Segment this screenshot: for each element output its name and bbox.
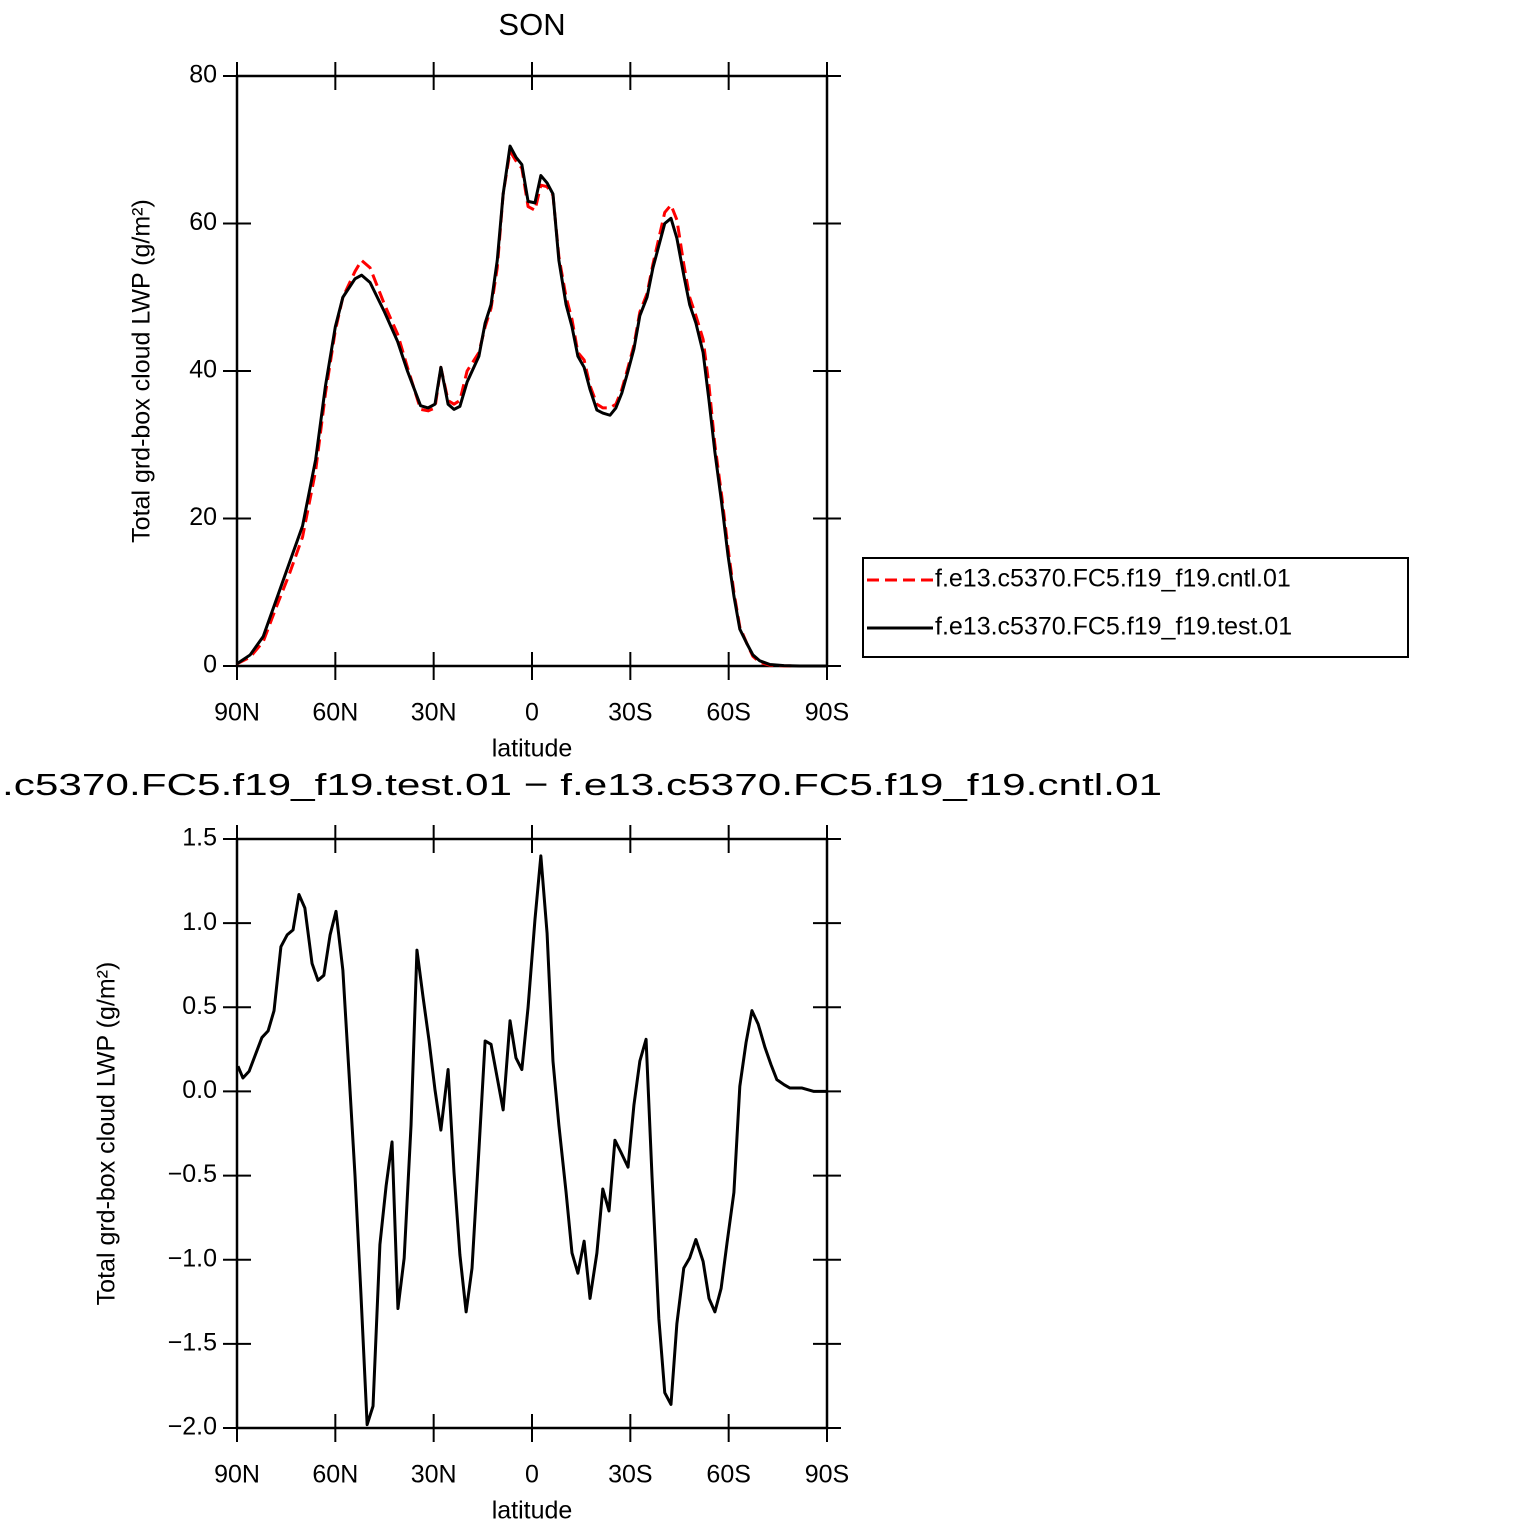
y-tick-label: −0.5 [168, 1160, 217, 1188]
data-line [236, 144, 827, 668]
x-tick-label: 60S [706, 699, 750, 727]
x-axis-label: latitude [492, 1497, 573, 1525]
y-axis-label: Total grd-box cloud LWP (g/m²) [128, 199, 156, 543]
x-tick-label: 30S [608, 699, 652, 727]
y-tick-label: 1.0 [182, 908, 217, 936]
legend-label: f.e13.c5370.FC5.f19_f19.cntl.01 [935, 565, 1291, 593]
chart-title: SON [498, 7, 565, 42]
y-tick-label: 60 [189, 208, 217, 236]
y-tick-label: 0.5 [182, 992, 217, 1020]
y-tick-label: 0.0 [182, 1076, 217, 1104]
x-tick-label: 60S [706, 1461, 750, 1489]
plot-frame [235, 74, 829, 668]
y-tick-label: −1.0 [168, 1244, 217, 1272]
legend-label: f.e13.c5370.FC5.f19_f19.test.01 [935, 613, 1292, 641]
x-tick-label: 30N [411, 1461, 457, 1489]
data-line [236, 854, 827, 1427]
x-tick-label: 0 [525, 699, 539, 727]
legend-box [862, 557, 1409, 658]
x-tick-label: 90S [805, 1461, 849, 1489]
x-axis-label: latitude [492, 735, 573, 763]
x-tick-label: 90N [214, 699, 260, 727]
y-tick-label: 80 [189, 61, 217, 89]
x-tick-label: 60N [312, 699, 358, 727]
y-axis-label: Total grd-box cloud LWP (g/m²) [93, 962, 121, 1306]
chart-title: .c5370.FC5.f19_f19.test.01 − f.e13.c5370… [2, 767, 1162, 802]
y-tick-label: 1.5 [182, 824, 217, 852]
x-tick-label: 60N [312, 1461, 358, 1489]
y-tick-label: 20 [189, 503, 217, 531]
y-tick-label: 40 [189, 356, 217, 384]
data-line [236, 149, 827, 668]
x-tick-label: 90S [805, 699, 849, 727]
x-tick-label: 30S [608, 1461, 652, 1489]
y-tick-label: 0 [203, 651, 217, 679]
x-tick-label: 90N [214, 1461, 260, 1489]
x-tick-label: 0 [525, 1461, 539, 1489]
y-tick-label: −2.0 [168, 1413, 217, 1441]
x-tick-label: 30N [411, 699, 457, 727]
y-tick-label: −1.5 [168, 1328, 217, 1356]
